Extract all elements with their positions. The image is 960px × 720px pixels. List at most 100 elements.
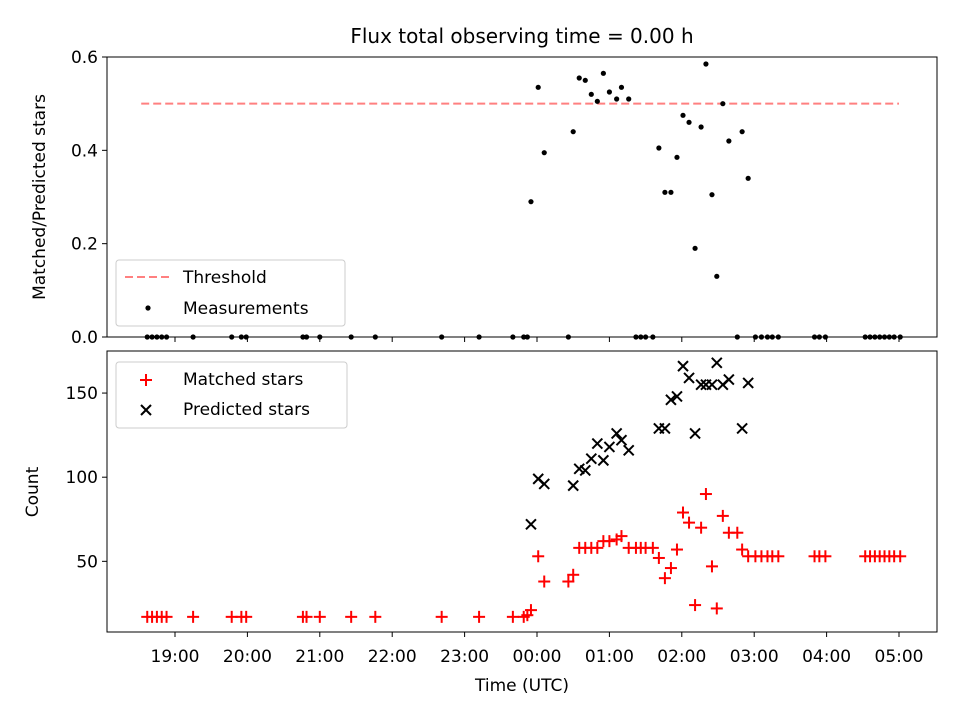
- matched-stars-point: [677, 506, 690, 519]
- measurements-point: [570, 129, 576, 135]
- matched-stars-point: [473, 610, 486, 623]
- matched-stars-point: [699, 488, 712, 501]
- predicted-stars-point: [585, 452, 598, 465]
- y-tick-label: 50: [76, 552, 98, 572]
- predicted-stars-legend-label: Predicted stars: [183, 400, 310, 420]
- predicted-stars-point: [538, 478, 550, 490]
- count-y-ticks: 50 100 150: [66, 384, 107, 572]
- measurements-point: [668, 189, 674, 195]
- measurements-point: [680, 112, 686, 118]
- matched-stars-point: [689, 599, 702, 612]
- matched-stars-point: [591, 541, 604, 554]
- measurements-point: [528, 199, 534, 205]
- measurements-point: [614, 96, 620, 102]
- measurements-point: [698, 124, 704, 130]
- matched-stars-point: [187, 610, 200, 623]
- predicted-stars-point: [579, 464, 591, 477]
- measurements-point: [618, 84, 625, 90]
- matched-stars-point: [562, 575, 575, 588]
- predicted-stars-point: [622, 444, 635, 456]
- matched-stars-point: [345, 610, 358, 623]
- matched-stars-point: [710, 602, 723, 615]
- measurements-point: [726, 138, 732, 144]
- y-tick-label: 0.2: [71, 235, 98, 255]
- predicted-stars-point: [706, 378, 718, 391]
- predicted-stars-point: [671, 390, 683, 403]
- measurements-point: [703, 61, 709, 67]
- ratio-y-axis-label: Matched/Predicted stars: [30, 94, 50, 300]
- x-tick-label: 01:00: [585, 647, 634, 667]
- predicted-stars-point: [695, 378, 707, 391]
- measurements-point: [594, 98, 600, 104]
- x-tick-label: 23:00: [440, 647, 489, 667]
- predicted-stars-point: [525, 518, 537, 531]
- matched-stars-point: [603, 535, 616, 548]
- predicted-stars-point: [610, 427, 623, 440]
- matched-stars-point: [658, 572, 671, 585]
- predicted-stars-point: [689, 427, 701, 440]
- matched-stars-point: [300, 610, 313, 623]
- predicted-stars-legend-swatch: [140, 404, 152, 416]
- x-tick-label: 22:00: [368, 647, 417, 667]
- matched-stars-point: [567, 568, 580, 581]
- matched-stars-point: [894, 550, 907, 563]
- ratio-legend-box: [115, 259, 346, 327]
- x-tick-label: 02:00: [657, 647, 706, 667]
- y-tick-label: 100: [66, 468, 98, 488]
- matched-stars-point: [664, 562, 677, 575]
- measurements-point: [720, 101, 726, 107]
- matched-stars-point: [731, 526, 744, 539]
- y-tick-label: 0.0: [71, 328, 98, 348]
- predicted-stars-point: [591, 437, 604, 450]
- y-tick-label: 0.4: [71, 141, 98, 161]
- x-tick-label: 00:00: [513, 647, 562, 667]
- measurements-point: [576, 75, 582, 81]
- measurements-point: [541, 150, 547, 156]
- matched-stars-point: [705, 560, 718, 573]
- x-tick-label: 03:00: [730, 647, 779, 667]
- x-tick-label: 20:00: [223, 647, 272, 667]
- matched-stars-point: [369, 610, 382, 623]
- matched-stars-point: [435, 610, 448, 623]
- predicted-stars-point: [736, 422, 748, 435]
- predicted-stars-point: [723, 373, 735, 386]
- x-tick-label: 21:00: [295, 647, 344, 667]
- measurements-point: [600, 70, 606, 76]
- measurements-point: [535, 84, 541, 90]
- predicted-stars-point: [665, 394, 677, 406]
- ratio-x-ticks: [174, 337, 900, 342]
- matched-stars-point: [716, 509, 729, 522]
- measurements-point: [686, 119, 692, 125]
- matched-stars-point: [524, 604, 537, 617]
- ratio-legend: Threshold Measurements: [115, 259, 346, 327]
- matched-stars-legend-label: Matched stars: [183, 370, 303, 390]
- measurements-legend-swatch: [145, 305, 151, 311]
- matched-stars-point: [532, 550, 545, 563]
- x-tick-label: 05:00: [875, 647, 924, 667]
- matched-stars-point: [646, 541, 659, 554]
- matched-stars-point: [670, 543, 683, 556]
- count-axes-frame: [106, 350, 938, 633]
- predicted-stars-point: [711, 357, 723, 369]
- matched-stars-legend-swatch: [140, 374, 152, 386]
- x-tick-label: 04:00: [802, 647, 851, 667]
- matched-stars-point: [538, 575, 551, 588]
- predicted-stars-point: [597, 454, 610, 467]
- predicted-stars-point: [567, 479, 579, 492]
- measurements-point: [714, 273, 720, 279]
- count-legend-box: [115, 361, 348, 429]
- predicted-stars-point: [603, 441, 616, 453]
- predicted-stars-point: [659, 422, 671, 435]
- measurements-point: [582, 77, 588, 83]
- measurements-point: [588, 91, 594, 97]
- count-x-axis-label: Time (UTC): [474, 676, 569, 696]
- matched-stars-point: [772, 550, 785, 563]
- measurements-point: [739, 129, 745, 135]
- y-tick-label: 0.6: [71, 48, 98, 68]
- matched-stars-point: [615, 530, 628, 543]
- matched-stars-point: [695, 521, 708, 534]
- matched-stars-point: [652, 551, 665, 564]
- measurements-point: [626, 96, 632, 102]
